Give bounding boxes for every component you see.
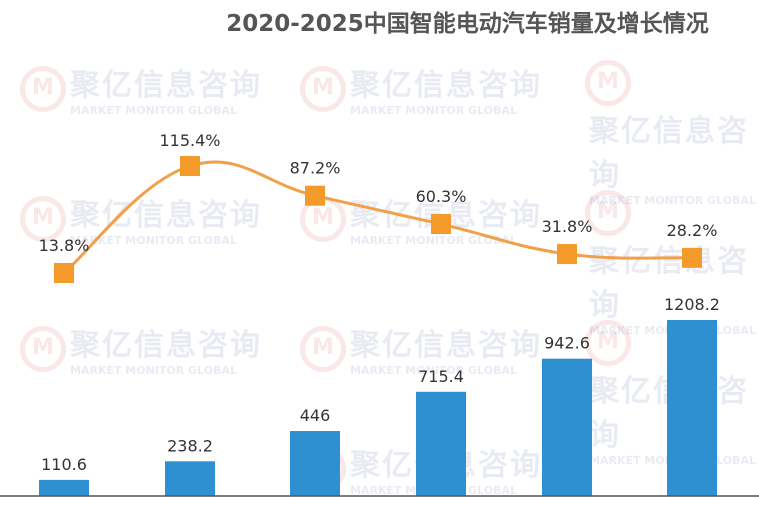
- chart-title: 2020-2025中国智能电动汽车销量及增长情况: [226, 11, 709, 37]
- bar-value-label: 110.6: [41, 455, 87, 474]
- line-marker: [682, 247, 702, 268]
- bar: [165, 461, 215, 496]
- bar: [416, 391, 466, 496]
- growth-line: [63, 160, 693, 275]
- bar-value-label: 942.6: [544, 334, 590, 353]
- bar-value-label: 446: [300, 406, 331, 425]
- bar: [39, 479, 89, 496]
- bar: [667, 320, 717, 496]
- growth-value-label: 28.2%: [667, 221, 718, 240]
- line-marker: [180, 156, 200, 176]
- bar-value-label: 715.4: [418, 367, 464, 386]
- bar: [290, 431, 340, 496]
- bar-value-label: 1208.2: [664, 295, 720, 314]
- line-marker: [305, 185, 325, 206]
- growth-value-label: 115.4%: [159, 131, 220, 150]
- bar-value-label: 238.2: [167, 436, 213, 455]
- line-marker: [54, 263, 74, 283]
- growth-value-label: 60.3%: [416, 187, 467, 206]
- growth-value-label: 31.8%: [542, 217, 593, 236]
- bar: [542, 358, 592, 496]
- growth-value-label: 13.8%: [39, 236, 90, 255]
- line-marker: [431, 214, 451, 235]
- line-marker: [557, 244, 577, 265]
- growth-value-label: 87.2%: [290, 159, 341, 178]
